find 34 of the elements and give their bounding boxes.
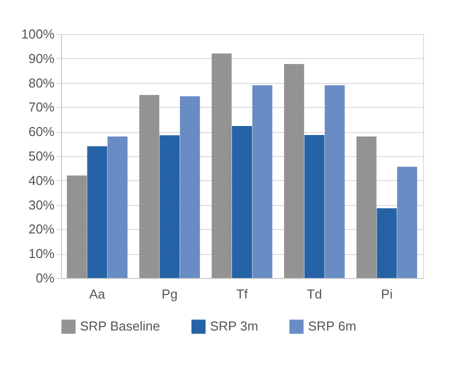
x-tick-label: Aa: [89, 286, 106, 302]
legend-label: SRP Baseline: [80, 318, 160, 334]
bar: [139, 95, 160, 278]
legend-label: SRP 6m: [308, 318, 356, 334]
bar: [397, 166, 418, 278]
y-tick-label: 80%: [28, 75, 55, 90]
bar: [232, 126, 252, 278]
y-tick-label: 100%: [21, 26, 55, 42]
bar: [108, 136, 128, 278]
x-tick-label: Tf: [236, 286, 248, 302]
bar: [180, 96, 200, 278]
x-tick-label: Td: [306, 286, 322, 302]
y-tick-label: 10%: [28, 246, 55, 262]
y-tick-label: 70%: [28, 100, 55, 115]
bar: [376, 208, 397, 278]
y-tick-label: 40%: [28, 172, 55, 188]
y-tick-label: 30%: [28, 197, 55, 212]
y-tick-label: 90%: [28, 50, 55, 66]
y-tick-label: 20%: [28, 222, 55, 237]
bar: [252, 85, 272, 278]
bar: [87, 146, 108, 278]
bar: [284, 64, 304, 278]
y-tick-label: 0%: [36, 270, 55, 286]
bar: [160, 135, 180, 278]
legend-label: SRP 3m: [210, 318, 258, 334]
y-tick-label: 60%: [28, 124, 55, 140]
y-tick-label: 50%: [28, 148, 55, 164]
bar: [356, 136, 376, 278]
bar: [212, 54, 232, 278]
bar: [304, 135, 324, 278]
bar: [66, 176, 87, 278]
bar: [324, 85, 345, 278]
x-tick-label: Pi: [381, 286, 393, 302]
x-tick-label: Pg: [162, 286, 178, 302]
